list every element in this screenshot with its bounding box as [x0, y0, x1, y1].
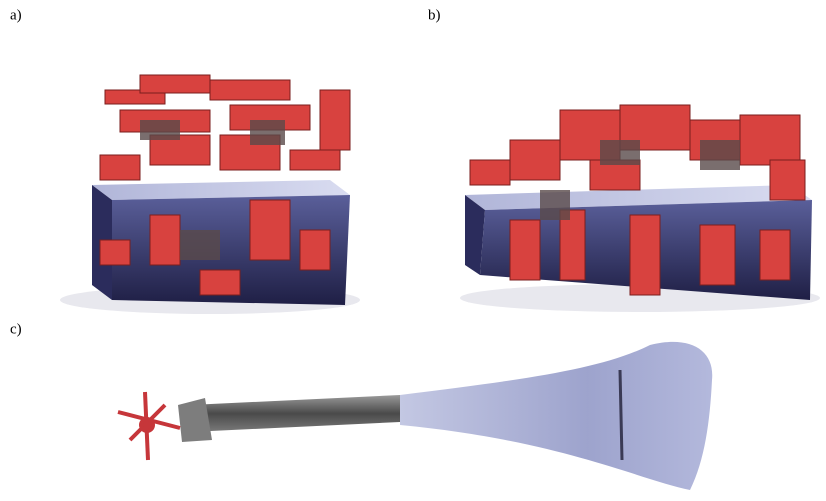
- page: a) b) c): [0, 0, 826, 501]
- panel-label: b): [428, 7, 441, 23]
- panel-label: c): [10, 321, 22, 337]
- render-b: [460, 105, 820, 312]
- panel-label: a): [10, 7, 22, 23]
- render-a: [60, 75, 360, 314]
- render-c: [118, 342, 712, 490]
- figure: a) b) c): [0, 0, 826, 501]
